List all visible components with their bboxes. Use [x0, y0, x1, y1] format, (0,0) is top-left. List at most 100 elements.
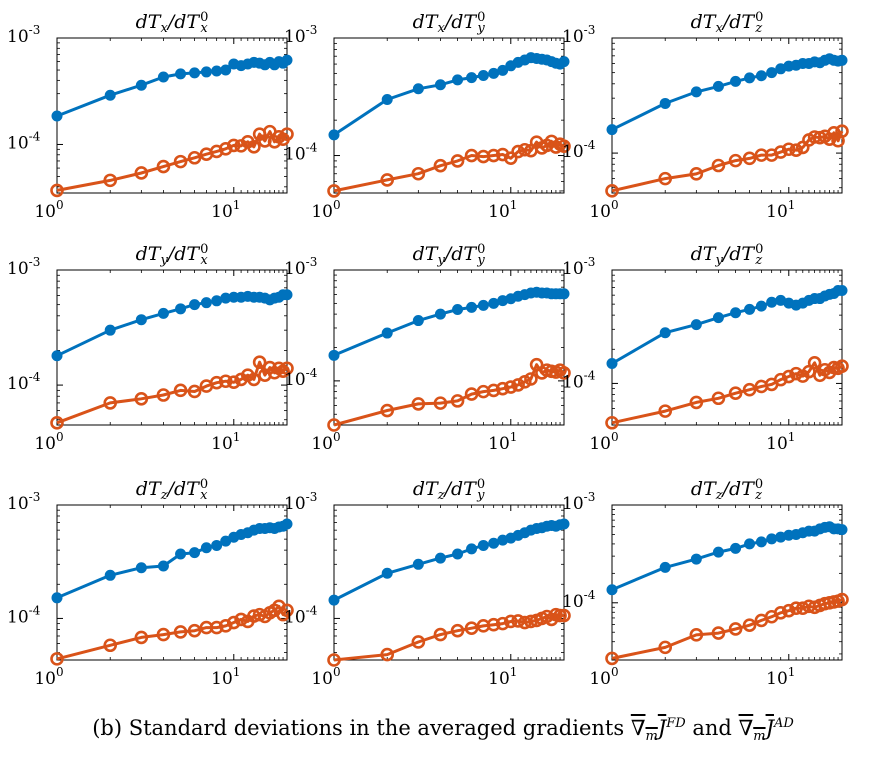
data-point — [51, 592, 63, 604]
panel-9: dTz/dT0 z 100 101 10-4 10-3 — [562, 477, 849, 689]
data-point — [327, 653, 341, 667]
figure-grid: dTx/dT0 x 100 101 10-4 10-3 dTx/dT0 y 100 101 10-4… — [7, 10, 849, 689]
panel-title: dTx/dT0 y — [413, 10, 486, 36]
data-point — [789, 366, 803, 381]
data-point — [209, 375, 224, 390]
data-point — [380, 403, 395, 418]
panel-title: dTz/dT0 x — [136, 477, 208, 503]
y-tick-label: 10-4 — [7, 603, 41, 627]
axes-box — [611, 269, 843, 426]
data-point — [744, 72, 756, 84]
data-point — [173, 383, 188, 398]
data-point — [412, 315, 424, 327]
data-point — [497, 64, 509, 76]
x-tick-label: 101 — [766, 430, 795, 454]
data-point — [789, 143, 803, 157]
data-point — [156, 159, 171, 174]
series-ad — [50, 599, 294, 666]
data-point — [380, 173, 395, 187]
data-point — [411, 397, 426, 411]
data-point — [742, 382, 757, 397]
data-point — [328, 349, 340, 361]
caption-grad-ad: ∇mJAD — [738, 716, 794, 745]
data-point — [466, 72, 478, 84]
data-point — [730, 75, 742, 87]
data-point — [477, 69, 489, 81]
data-point — [175, 548, 187, 560]
data-point — [450, 154, 465, 168]
axes-box — [56, 504, 288, 661]
data-point — [50, 183, 64, 198]
data-point — [380, 647, 395, 662]
series-ad — [605, 592, 849, 666]
data-point — [755, 70, 767, 82]
series-ad — [327, 134, 571, 198]
data-point — [524, 372, 538, 386]
data-point — [103, 396, 118, 410]
data-point — [605, 184, 619, 198]
data-point — [51, 350, 63, 362]
data-point — [511, 614, 525, 628]
data-point — [104, 324, 116, 336]
data-point — [773, 606, 788, 620]
data-point — [411, 635, 426, 649]
y-tick-label: 10-3 — [7, 23, 40, 47]
panel-7: dTz/dT0 x 100 101 10-4 10-3 — [7, 477, 294, 689]
data-point — [220, 64, 232, 76]
y-tick-label: 10-4 — [562, 588, 596, 612]
data-point — [712, 312, 724, 324]
data-point — [211, 539, 223, 551]
data-point — [477, 539, 489, 551]
series-line — [333, 290, 564, 357]
data-point — [807, 356, 822, 370]
data-point — [434, 308, 446, 320]
data-point — [50, 416, 64, 430]
data-point — [728, 153, 743, 168]
series-fd — [51, 54, 293, 122]
data-point — [730, 542, 742, 554]
data-point — [134, 166, 149, 180]
data-point — [134, 630, 149, 645]
data-point — [157, 560, 169, 572]
data-point — [173, 154, 188, 169]
axes-box — [56, 269, 288, 426]
y-tick-label: 10-4 — [7, 129, 41, 153]
x-tick-label: 101 — [766, 665, 795, 689]
data-point — [226, 375, 241, 389]
data-point — [557, 366, 571, 380]
x-tick-label: 100 — [589, 430, 618, 454]
data-point — [658, 640, 673, 655]
data-point — [486, 148, 501, 163]
y-tick-label: 10-3 — [284, 23, 317, 47]
data-point — [466, 301, 478, 313]
data-point — [134, 392, 149, 406]
axes-box — [611, 504, 843, 661]
x-tick-label: 101 — [766, 198, 795, 222]
series-fd — [51, 518, 293, 604]
data-point — [411, 166, 426, 181]
data-point — [836, 54, 848, 66]
data-point — [744, 538, 756, 550]
data-point — [755, 536, 767, 548]
data-point — [742, 618, 757, 632]
panel-title: dTz/dT0 z — [691, 477, 763, 503]
axes-box — [333, 504, 565, 661]
data-point — [755, 300, 767, 312]
panel-title: dTy/dT0 x — [136, 242, 209, 268]
data-point — [781, 369, 796, 384]
data-point — [450, 623, 465, 638]
data-point — [495, 381, 510, 396]
y-tick-label: 10-3 — [284, 490, 317, 514]
panel-8: dTz/dT0 y 100 101 10-4 10-3 — [284, 477, 571, 689]
series-ad — [605, 124, 849, 198]
data-point — [187, 384, 202, 399]
series-fd — [328, 518, 570, 606]
data-point — [135, 562, 147, 574]
data-point — [711, 626, 726, 640]
panel-title: dTx/dT0 z — [691, 10, 764, 36]
data-point — [517, 142, 532, 157]
data-point — [659, 561, 671, 573]
data-point — [157, 71, 169, 83]
y-tick-label: 10-3 — [562, 255, 595, 279]
data-point — [835, 124, 849, 138]
